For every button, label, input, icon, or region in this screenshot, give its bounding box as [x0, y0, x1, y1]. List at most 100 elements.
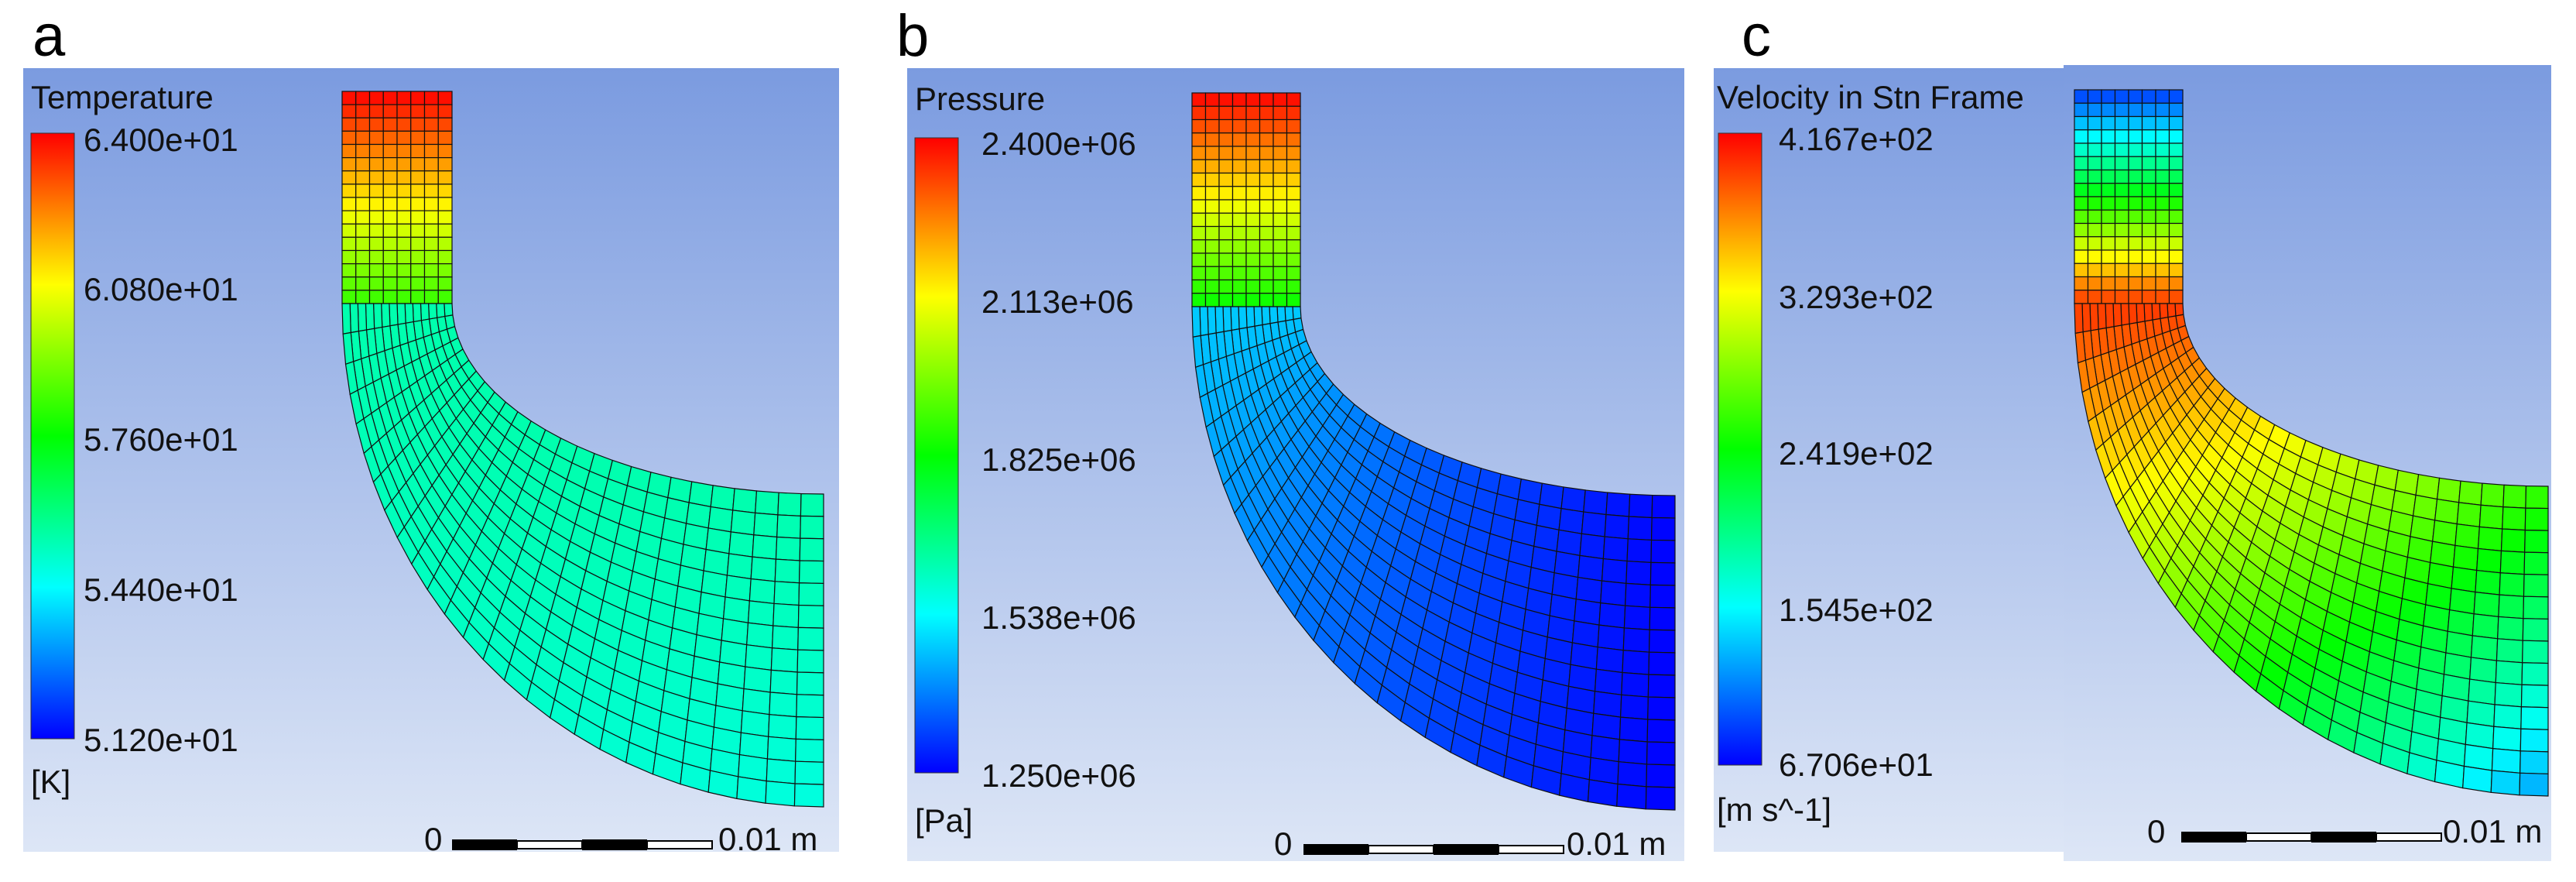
mesh-cell [2519, 728, 2549, 753]
mesh-cell [2168, 222, 2184, 238]
mesh-cell [2473, 591, 2500, 618]
mesh-cell [1245, 212, 1261, 228]
mesh-cell [2101, 102, 2116, 118]
colorbar-tick-label: 4.167e+02 [1779, 121, 1934, 157]
mesh-cell [1273, 146, 1288, 160]
mesh-cell [355, 249, 371, 265]
mesh-cell [1259, 105, 1274, 121]
mesh-cell [1647, 696, 1676, 721]
mesh-cell [355, 197, 371, 211]
mesh-cell [1218, 252, 1234, 267]
panel-b-unit: [Pa] [915, 802, 973, 839]
mesh-cell [1579, 533, 1605, 560]
mesh-cell [1648, 651, 1676, 676]
mesh-cell [1560, 486, 1586, 513]
scale-bar-segment [1368, 845, 1434, 854]
mesh-cell [2168, 102, 2184, 118]
mesh-cell [2155, 102, 2170, 118]
mesh-cell [368, 223, 384, 238]
mesh-cell [1273, 172, 1288, 187]
mesh-cell [796, 671, 824, 696]
mesh-cell [2128, 129, 2143, 144]
mesh-cell [1245, 92, 1261, 107]
mesh-cell [1245, 172, 1261, 187]
mesh-cell [2087, 236, 2102, 251]
mesh-cell [1286, 186, 1301, 201]
mesh-cell [1218, 159, 1234, 174]
mesh-cell [2074, 249, 2089, 264]
mesh-cell [1218, 92, 1234, 107]
mesh-cell [746, 622, 774, 649]
mesh-cell [368, 170, 384, 185]
mesh-cell [793, 783, 824, 808]
mesh-cell [2155, 142, 2170, 157]
mesh-cell [382, 91, 398, 105]
mesh-cell [2496, 638, 2523, 664]
mesh-cell [1245, 252, 1261, 267]
mesh-cell [382, 197, 398, 211]
mesh-cell [1286, 239, 1301, 254]
mesh-cell [1231, 159, 1247, 174]
mesh-cell [1218, 172, 1234, 187]
mesh-cell [1261, 306, 1271, 326]
mesh-cell [368, 91, 384, 105]
mesh-cell [382, 157, 398, 172]
mesh-cell [437, 143, 453, 159]
mesh-cell [410, 184, 426, 198]
mesh-cell [1598, 602, 1626, 629]
mesh-cell [368, 263, 384, 278]
mesh-cell [437, 276, 453, 291]
mesh-cell [1259, 279, 1274, 294]
mesh-cell [2101, 156, 2116, 171]
mesh-cell [2097, 303, 2107, 330]
mesh-cell [1593, 691, 1622, 718]
mesh-cell [2074, 276, 2089, 291]
mesh-cell [2101, 89, 2116, 104]
mesh-cell [769, 692, 798, 718]
mesh-cell [2074, 222, 2089, 238]
mesh-cell [341, 143, 357, 159]
mesh-cell [368, 290, 384, 304]
mesh-cell [796, 694, 824, 719]
mesh-cell [1191, 118, 1207, 134]
mesh-cell [341, 197, 357, 211]
mesh-cell [423, 197, 439, 211]
mesh-cell [1623, 605, 1651, 630]
panel-a-letter: a [33, 3, 66, 69]
mesh-cell [1259, 132, 1274, 147]
mesh-cell [2074, 169, 2089, 184]
mesh-cell [2155, 169, 2170, 184]
mesh-cell [410, 104, 426, 118]
mesh-cell [1587, 779, 1619, 807]
mesh-cell [2523, 574, 2549, 598]
mesh-cell [1218, 105, 1234, 121]
mesh-cell [423, 170, 439, 185]
mesh-cell [1284, 306, 1294, 321]
mesh-cell [732, 488, 758, 514]
panel-a-colorbar [30, 132, 75, 740]
mesh-cell [437, 223, 453, 238]
mesh-cell [1647, 674, 1676, 698]
mesh-cell [2128, 263, 2143, 278]
mesh-cell [795, 738, 824, 763]
mesh-cell [747, 600, 775, 626]
mesh-cell [2478, 504, 2504, 530]
mesh-cell [1191, 266, 1207, 281]
panel-a-colorbar-ticks: 6.400e+01 6.080e+01 5.760e+01 5.440e+01 … [84, 122, 238, 758]
colorbar-tick-label: 6.400e+01 [84, 122, 238, 158]
mesh-cell [355, 276, 371, 291]
mesh-cell [2155, 156, 2170, 171]
mesh-cell [1286, 279, 1301, 294]
mesh-cell [355, 184, 371, 198]
mesh-cell [745, 643, 773, 671]
mesh-cell [341, 249, 357, 265]
mesh-cell [423, 210, 439, 225]
mesh-cell [382, 170, 398, 185]
mesh-cell [423, 290, 439, 304]
mesh-cell [382, 143, 398, 159]
mesh-cell [423, 104, 439, 118]
mesh-cell [2087, 115, 2102, 131]
mesh-cell [368, 143, 384, 159]
mesh-cell [1618, 739, 1648, 765]
mesh-cell [775, 536, 801, 561]
